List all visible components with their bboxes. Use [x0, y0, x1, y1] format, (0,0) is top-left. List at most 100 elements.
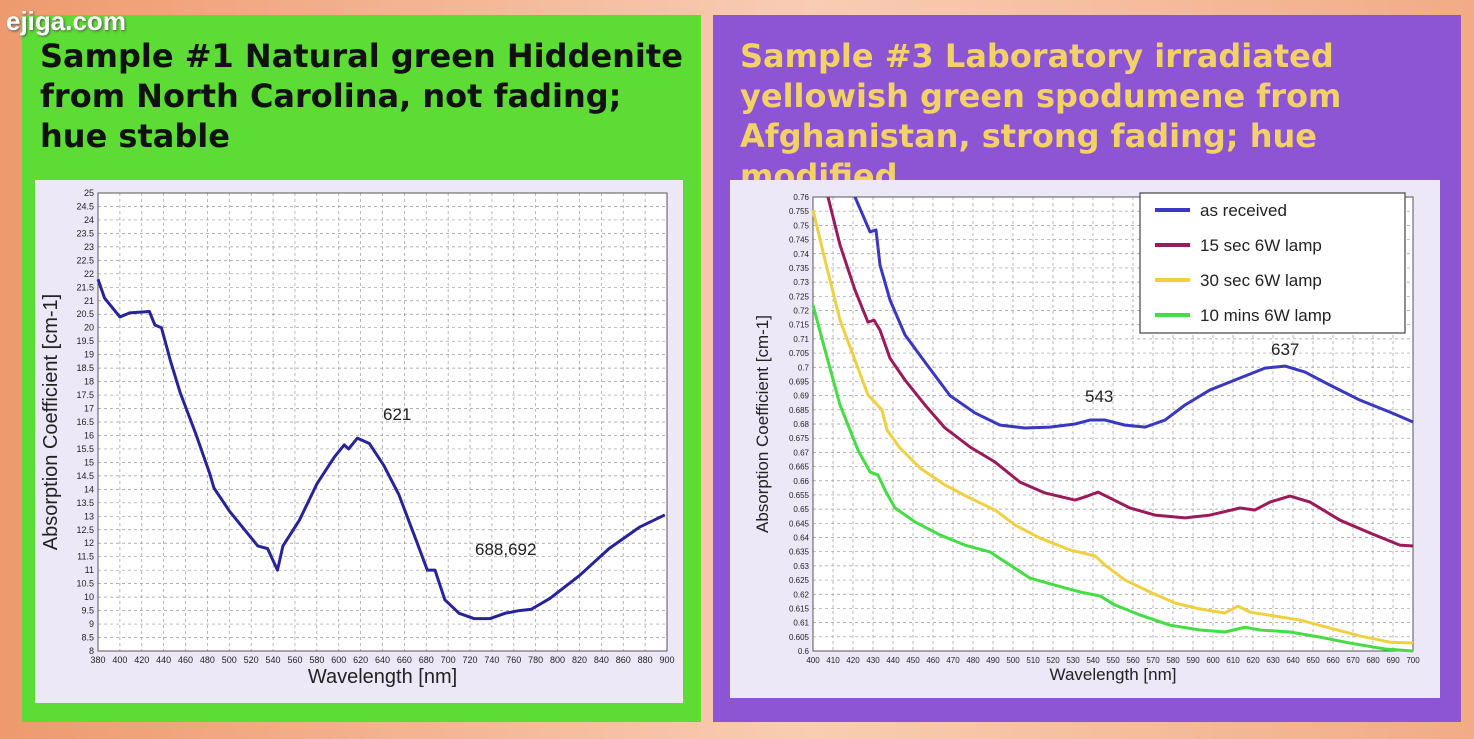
y-tick-label: 24.5 [76, 201, 94, 211]
y-tick-label: 0.73 [793, 278, 809, 287]
x-tick-label: 460 [926, 656, 940, 665]
x-tick-label: 400 [112, 655, 127, 665]
y-axis-label: Absorption Coefficient [cm-1] [753, 315, 772, 533]
x-tick-label: 540 [266, 655, 281, 665]
y-tick-label: 13 [84, 511, 94, 521]
y-tick-label: 25 [84, 188, 94, 198]
y-tick-label: 10.5 [76, 579, 94, 589]
data-line [811, 304, 1414, 653]
y-tick-label: 0.725 [789, 292, 810, 301]
y-tick-label: 0.705 [789, 349, 810, 358]
y-tick-label: 12 [84, 538, 94, 548]
data-line [826, 196, 1414, 548]
x-tick-label: 500 [222, 655, 237, 665]
annotation: 637 [1271, 340, 1299, 359]
y-tick-label: 0.6 [798, 647, 810, 656]
x-tick-label: 740 [484, 655, 499, 665]
y-tick-label: 0.64 [793, 534, 809, 543]
x-tick-label: 620 [353, 655, 368, 665]
x-tick-label: 460 [178, 655, 193, 665]
y-tick-label: 0.68 [793, 420, 809, 429]
x-tick-label: 880 [638, 655, 653, 665]
y-tick-label: 0.625 [789, 576, 810, 585]
y-tick-label: 0.69 [793, 392, 809, 401]
x-tick-label: 410 [826, 656, 840, 665]
y-tick-label: 10 [84, 592, 94, 602]
x-tick-label: 490 [986, 656, 1000, 665]
y-tick-label: 20 [84, 323, 94, 333]
x-tick-label: 720 [463, 655, 478, 665]
y-tick-label: 0.675 [789, 434, 810, 443]
y-tick-label: 18.5 [76, 363, 94, 373]
y-tick-label: 0.695 [789, 377, 810, 386]
legend-label: as received [1200, 201, 1287, 220]
x-axis-label: Wavelength [nm] [1050, 665, 1177, 684]
y-tick-label: 20.5 [76, 309, 94, 319]
y-tick-label: 0.665 [789, 463, 810, 472]
chart-title: Sample #1 Natural green Hiddenite from N… [40, 37, 683, 155]
x-tick-label: 380 [90, 655, 105, 665]
y-tick-label: 22.5 [76, 255, 94, 265]
legend-box [1139, 192, 1406, 334]
x-tick-label: 400 [806, 656, 820, 665]
y-tick-label: 17.5 [76, 390, 94, 400]
x-tick-label: 540 [1086, 656, 1100, 665]
x-tick-label: 760 [506, 655, 521, 665]
x-tick-label: 440 [886, 656, 900, 665]
annotation: 543 [1085, 387, 1113, 406]
x-tick-label: 680 [419, 655, 434, 665]
y-tick-label: 0.605 [789, 633, 810, 642]
y-axis-label: Absorption Coefficient [cm-1] [40, 294, 62, 550]
x-tick-label: 820 [572, 655, 587, 665]
y-tick-label: 17 [84, 404, 94, 414]
x-tick-label: 480 [966, 656, 980, 665]
x-tick-label: 480 [200, 655, 215, 665]
y-tick-label: 8 [89, 646, 94, 656]
annotation: 688,692 [475, 540, 536, 559]
x-tick-label: 640 [1286, 656, 1300, 665]
x-tick-label: 530 [1066, 656, 1080, 665]
x-tick-label: 500 [1006, 656, 1020, 665]
y-tick-label: 16 [84, 430, 94, 440]
y-tick-label: 0.75 [793, 221, 809, 230]
x-tick-label: 650 [1306, 656, 1320, 665]
x-tick-label: 630 [1266, 656, 1280, 665]
y-tick-label: 23 [84, 242, 94, 252]
y-tick-label: 24 [84, 215, 94, 225]
data-line [853, 196, 1414, 430]
legend-label: 15 sec 6W lamp [1200, 236, 1322, 255]
y-tick-label: 15.5 [76, 444, 94, 454]
watermark: ejiga.com [6, 6, 126, 36]
x-tick-label: 570 [1146, 656, 1160, 665]
y-tick-label: 14 [84, 484, 94, 494]
data-line [96, 278, 666, 621]
x-tick-label: 610 [1226, 656, 1240, 665]
legend-label: 30 sec 6W lamp [1200, 271, 1322, 290]
y-tick-label: 21.5 [76, 282, 94, 292]
x-tick-label: 690 [1386, 656, 1400, 665]
x-tick-label: 800 [550, 655, 565, 665]
x-tick-label: 600 [1206, 656, 1220, 665]
chart-title: Sample #3 Laboratory irradiated yellowis… [740, 37, 1342, 195]
plot-frame [812, 196, 1414, 652]
y-tick-label: 0.71 [793, 335, 809, 344]
x-tick-label: 700 [1406, 656, 1420, 665]
y-tick-label: 12.5 [76, 525, 94, 535]
y-tick-label: 22 [84, 269, 94, 279]
y-tick-label: 21 [84, 296, 94, 306]
y-tick-label: 14.5 [76, 471, 94, 481]
x-tick-label: 780 [528, 655, 543, 665]
x-tick-label: 470 [946, 656, 960, 665]
x-tick-label: 600 [331, 655, 346, 665]
y-tick-label: 0.62 [793, 590, 809, 599]
y-tick-label: 0.74 [793, 250, 809, 259]
y-tick-label: 0.67 [793, 448, 809, 457]
y-tick-label: 9.5 [81, 606, 94, 616]
y-tick-label: 15 [84, 457, 94, 467]
y-tick-label: 0.615 [789, 604, 810, 613]
x-tick-label: 670 [1346, 656, 1360, 665]
y-tick-label: 0.645 [789, 519, 810, 528]
y-tick-label: 0.61 [793, 619, 809, 628]
x-tick-label: 660 [1326, 656, 1340, 665]
x-tick-label: 420 [134, 655, 149, 665]
